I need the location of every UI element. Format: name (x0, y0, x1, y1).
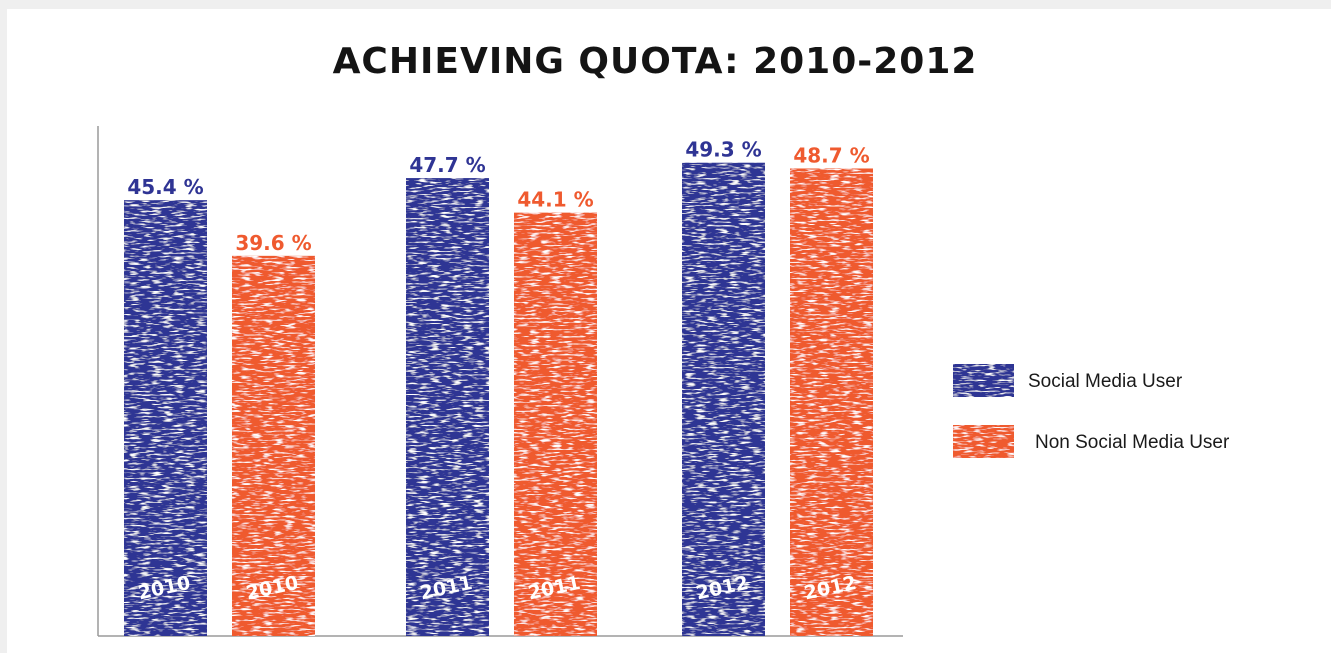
legend-label-social: Social Media User (1028, 371, 1183, 392)
value-label: 39.6 % (235, 231, 311, 255)
value-label: 48.7 % (793, 143, 869, 167)
value-label: 49.3 % (685, 138, 761, 162)
bar-non-social-2012 (790, 168, 873, 637)
legend: Social Media User Non Social Media User (953, 364, 1230, 458)
bar-social-2012 (682, 162, 765, 636)
bar-non-social-2010 (232, 255, 315, 636)
bar-social-2010 (124, 200, 207, 636)
legend-label-non-social: Non Social Media User (1035, 432, 1230, 453)
legend-swatch-non-social (953, 425, 1014, 458)
bar-chart: ACHIEVING QUOTA: 2010-2012 45.4 %201047.… (97, 41, 1230, 637)
legend-swatch-social (953, 364, 1014, 397)
value-label: 45.4 % (127, 175, 203, 199)
chart-canvas: ACHIEVING QUOTA: 2010-2012 45.4 % 2010 47.… (7, 9, 1331, 653)
bar-social-2011 (406, 178, 489, 636)
bar-non-social-2011 (514, 212, 597, 636)
value-label: 44.1 % (517, 188, 593, 212)
value-label: 47.7 % (409, 153, 485, 177)
chart-title: ACHIEVING QUOTA: 2010-2012 (333, 41, 978, 82)
